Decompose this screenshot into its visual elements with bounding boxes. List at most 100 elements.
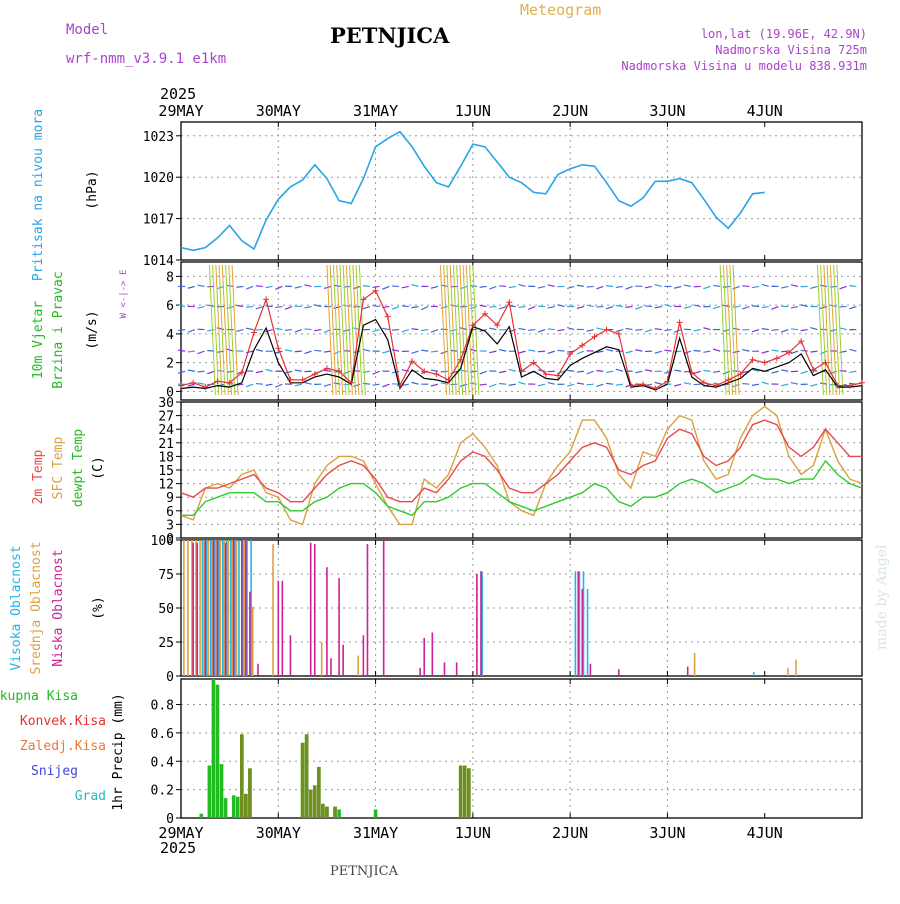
wind-arrow xyxy=(266,306,273,307)
wind-arrow xyxy=(538,351,545,352)
cloud-mid-bar xyxy=(795,660,797,676)
wind-arrow xyxy=(343,384,350,385)
x-tick-label-top: 1JUN xyxy=(455,102,491,120)
wind-arrow xyxy=(645,306,652,307)
y-tick-label: 27 xyxy=(158,410,174,425)
wind-arrow xyxy=(781,351,788,352)
cloud-mid-bar xyxy=(187,540,189,676)
cloud-low-bar xyxy=(290,635,292,676)
y-tick-label: 0 xyxy=(166,670,174,685)
x-tick-label-bottom: 1JUN xyxy=(455,824,491,842)
wind-arrow xyxy=(392,330,399,331)
precip-total-bar xyxy=(374,809,378,818)
precip-conv-bar xyxy=(463,766,467,818)
cloud-low-bar xyxy=(277,581,279,676)
temp-axis-label-1: 2m Temp xyxy=(31,449,46,504)
precip-total-bar xyxy=(199,814,203,818)
x-tick-label-top: 3JUN xyxy=(649,102,685,120)
cloud-high-bar xyxy=(575,571,577,676)
precip-conv-bar xyxy=(305,734,309,818)
wind-arrow xyxy=(548,329,555,330)
cloud-axis-unit: (%) xyxy=(91,596,106,619)
wind-arrow xyxy=(499,286,506,287)
y-tick-label: 30 xyxy=(158,396,174,411)
cloud-low-bar xyxy=(249,592,251,676)
y-tick-label: 0.6 xyxy=(151,727,174,742)
wind-arrow xyxy=(480,384,487,385)
cloud-low-bar xyxy=(310,543,312,676)
precip-conv-bar xyxy=(317,767,321,818)
y-tick-label: 6 xyxy=(166,299,174,314)
cloud-mid-bar xyxy=(272,544,274,676)
precip-total-bar xyxy=(212,679,216,818)
wind-arrow xyxy=(236,286,243,287)
cloud-high-bar xyxy=(202,540,204,676)
cloud-low-bar xyxy=(367,544,369,676)
cloud-high-bar xyxy=(230,540,232,676)
cloud-axis-label-1: Visoka Oblacnost xyxy=(9,545,24,670)
precip-conv-bar xyxy=(301,743,305,818)
x-tick-label-top: 30MAY xyxy=(256,102,301,120)
x-tick-label-bottom: 31MAY xyxy=(353,824,398,842)
cloud-mid-bar xyxy=(236,540,238,676)
precip-legend-conv: Konvek.Kisa xyxy=(20,714,106,729)
precip-conv-bar xyxy=(333,807,337,818)
wind-arrow xyxy=(606,286,613,287)
x-tick-label-top: 31MAY xyxy=(353,102,398,120)
precip-total-bar xyxy=(232,795,236,818)
wind-arrow xyxy=(412,329,419,330)
wind-arrow xyxy=(606,383,613,384)
wind-arrow xyxy=(742,384,749,385)
cloud-low-bar xyxy=(577,571,579,676)
wind-arrow xyxy=(295,351,302,352)
cloud-mid-bar xyxy=(228,540,230,676)
wind-arrow xyxy=(587,384,594,385)
cloud-mid-bar xyxy=(207,540,209,676)
y-tick-label: 6 xyxy=(166,505,174,520)
x-tick-label-bottom: 2JUN xyxy=(552,824,588,842)
wind-arrow xyxy=(694,351,701,352)
wind-axis-unit: (m/s) xyxy=(85,310,100,349)
x-tick-label-bottom: 4JUN xyxy=(747,824,783,842)
cloud-high-bar xyxy=(753,672,755,676)
wind-arrow xyxy=(431,351,438,352)
cloud-mid-bar xyxy=(252,607,254,676)
cloud-low-bar xyxy=(257,664,259,676)
precip-conv-bar xyxy=(240,734,244,818)
wind-axis-label-2: Brzina i Pravac xyxy=(51,271,66,388)
temp-axis-unit: (C) xyxy=(91,456,106,479)
wind-arrow xyxy=(441,371,448,372)
wind-arrow xyxy=(626,307,633,308)
cloud-low-bar xyxy=(213,540,215,676)
year-top: 2025 xyxy=(160,85,196,103)
cloud-low-bar xyxy=(582,589,584,676)
station-title: PETNJICA xyxy=(330,23,450,48)
x-tick-label-bottom: 29MAY xyxy=(158,824,203,842)
x-tick-label-top: 2JUN xyxy=(552,102,588,120)
wind-arrow xyxy=(256,286,263,287)
cloud-low-bar xyxy=(419,668,421,676)
wind-arrow xyxy=(305,329,312,330)
precip-conv-bar xyxy=(313,785,317,818)
model-value: wrf-nmm_v3.9.1 e1km xyxy=(66,51,226,67)
y-tick-label: 18 xyxy=(158,450,174,465)
cloud-mid-bar xyxy=(321,642,323,676)
y-tick-label: 0.8 xyxy=(151,699,174,714)
cloud-low-bar xyxy=(326,567,328,676)
cloud-low-bar xyxy=(282,581,284,676)
precip-conv-bar xyxy=(467,768,471,818)
cloud-low-bar xyxy=(423,638,425,676)
x-tick-label-top: 29MAY xyxy=(158,102,203,120)
wind-arrow xyxy=(285,330,292,331)
cloud-low-bar xyxy=(205,540,207,676)
wind-arrow xyxy=(849,286,856,287)
y-tick-label: 100 xyxy=(151,534,174,549)
cloud-mid-bar xyxy=(357,656,359,676)
precip-conv-bar xyxy=(309,790,313,818)
y-tick-label: 8 xyxy=(166,270,174,285)
y-tick-label: 75 xyxy=(158,568,174,583)
y-tick-label: 4 xyxy=(166,328,174,343)
wind-arrow xyxy=(577,371,584,372)
cloud-mid-bar xyxy=(787,668,789,676)
